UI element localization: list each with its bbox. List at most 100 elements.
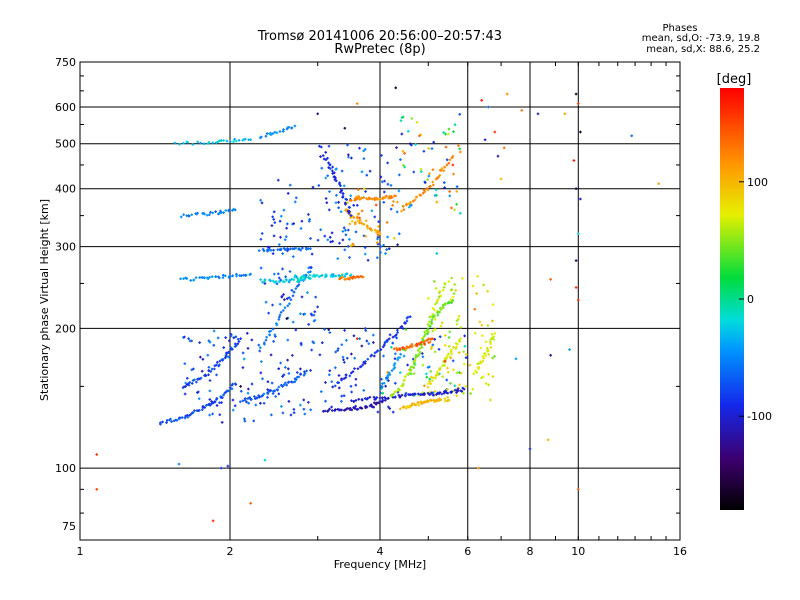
- data-point: [349, 222, 351, 226]
- data-point: [390, 345, 392, 349]
- data-point: [450, 391, 452, 394]
- data-point: [307, 401, 309, 404]
- data-point: [361, 170, 363, 174]
- data-point: [284, 248, 286, 251]
- data-point: [235, 273, 238, 276]
- data-point: [383, 243, 385, 247]
- data-point: [329, 331, 331, 334]
- data-point: [313, 341, 315, 345]
- data-point: [427, 382, 429, 386]
- data-point: [328, 407, 331, 411]
- data-point: [319, 155, 322, 158]
- data-point: [173, 419, 175, 423]
- data-point: [358, 195, 360, 198]
- data-point: [216, 404, 218, 407]
- data-point: [489, 340, 491, 343]
- data-point: [310, 408, 312, 411]
- data-point: [377, 197, 379, 201]
- data-point: [409, 371, 411, 375]
- data-point: [399, 158, 401, 161]
- data-point: [351, 390, 353, 394]
- data-point: [423, 335, 425, 338]
- data-point: [332, 165, 334, 169]
- data-point: [379, 391, 382, 395]
- data-point: [331, 409, 333, 412]
- data-point: [185, 381, 187, 385]
- data-point: [380, 377, 383, 381]
- data-point: [212, 519, 214, 523]
- data-point: [374, 228, 376, 232]
- data-point: [349, 407, 351, 410]
- data-point: [328, 144, 330, 148]
- data-point: [400, 119, 402, 122]
- data-point: [361, 344, 363, 348]
- data-point: [444, 303, 446, 306]
- data-point: [448, 301, 450, 304]
- data-point: [456, 342, 459, 346]
- data-point: [359, 337, 361, 340]
- data-point: [437, 313, 439, 317]
- data-point: [363, 389, 365, 392]
- data-point: [240, 385, 242, 388]
- data-point: [334, 366, 336, 369]
- data-point: [390, 207, 392, 211]
- data-point: [209, 389, 211, 393]
- data-point: [232, 398, 234, 402]
- data-point: [391, 369, 393, 372]
- data-point: [271, 224, 273, 227]
- data-point: [459, 212, 461, 215]
- data-point: [377, 229, 379, 232]
- data-point: [423, 150, 425, 153]
- data-point: [343, 226, 345, 230]
- data-point: [373, 395, 375, 399]
- data-point: [259, 402, 261, 405]
- data-point: [394, 362, 396, 365]
- data-point: [529, 447, 531, 451]
- data-point: [224, 356, 226, 359]
- data-point: [340, 377, 343, 381]
- data-point: [430, 315, 433, 318]
- data-point: [345, 233, 347, 237]
- data-point: [358, 398, 360, 401]
- data-point: [346, 272, 348, 275]
- data-point: [438, 348, 440, 351]
- data-point: [415, 403, 417, 407]
- data-point: [438, 295, 441, 298]
- data-point: [295, 196, 297, 200]
- data-point: [353, 204, 355, 207]
- data-point: [274, 389, 276, 393]
- data-point: [490, 338, 492, 341]
- data-point: [370, 354, 372, 358]
- data-point: [481, 376, 483, 380]
- data-point: [288, 400, 290, 403]
- data-point: [349, 276, 351, 280]
- data-point: [366, 405, 368, 409]
- data-point: [432, 313, 434, 316]
- data-point: [474, 369, 477, 373]
- data-point: [456, 394, 458, 397]
- data-point: [340, 210, 342, 213]
- data-point: [286, 297, 288, 300]
- data-point: [300, 343, 302, 347]
- data-point: [493, 335, 495, 338]
- data-point: [178, 417, 180, 421]
- data-point: [363, 157, 365, 160]
- data-point: [191, 382, 193, 385]
- data-point: [199, 141, 202, 145]
- data-point: [367, 259, 369, 262]
- data-point: [399, 347, 401, 350]
- data-point: [388, 371, 390, 375]
- data-point: [207, 373, 210, 377]
- data-point: [414, 363, 416, 366]
- data-point: [364, 327, 366, 330]
- data-point: [230, 347, 232, 351]
- data-point: [369, 404, 371, 408]
- data-point: [234, 382, 236, 385]
- data-point: [318, 184, 320, 187]
- data-point: [347, 155, 350, 159]
- data-point: [452, 295, 454, 299]
- data-point: [341, 169, 343, 173]
- data-point: [219, 209, 221, 213]
- data-point: [187, 415, 189, 419]
- data-point: [207, 353, 209, 357]
